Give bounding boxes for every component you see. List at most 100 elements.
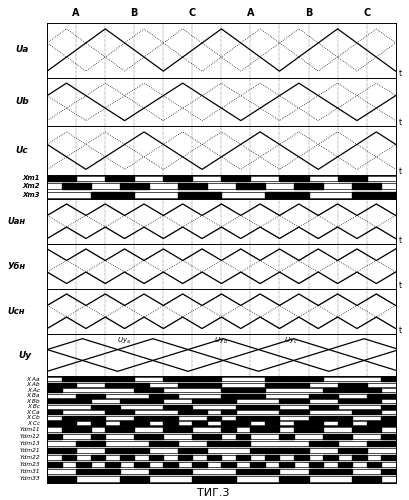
Bar	[366, 192, 380, 198]
Bar	[192, 410, 207, 414]
Bar	[351, 388, 366, 392]
Text: t: t	[398, 280, 401, 289]
Bar	[163, 377, 178, 381]
Bar	[366, 442, 380, 446]
Bar	[380, 434, 395, 440]
Bar	[207, 456, 221, 460]
Bar	[293, 377, 308, 381]
Bar	[235, 184, 250, 189]
Bar	[207, 416, 221, 420]
Bar	[134, 462, 148, 468]
Bar	[279, 434, 293, 440]
Bar	[192, 192, 207, 198]
Text: B: B	[304, 8, 311, 18]
Bar	[221, 394, 235, 398]
Y-axis label: Ua: Ua	[16, 46, 29, 54]
Bar	[235, 388, 250, 392]
Bar	[178, 470, 192, 474]
Bar	[61, 184, 76, 189]
Text: Ydm21: Ydm21	[20, 448, 40, 454]
Bar	[163, 422, 178, 426]
Bar	[192, 448, 207, 454]
Bar	[178, 377, 192, 381]
Bar	[235, 470, 250, 474]
Bar	[351, 192, 366, 198]
Bar	[250, 394, 264, 398]
Bar	[148, 394, 163, 398]
Bar	[90, 470, 105, 474]
Text: Ydm13: Ydm13	[20, 442, 40, 446]
Bar	[221, 462, 235, 468]
Bar	[308, 422, 322, 426]
Bar	[235, 405, 250, 409]
Bar	[293, 456, 308, 460]
Bar	[119, 184, 134, 189]
Bar	[322, 456, 337, 460]
Bar	[119, 456, 134, 460]
Bar	[119, 382, 134, 386]
Bar	[163, 416, 178, 420]
Bar	[76, 427, 90, 432]
Bar	[61, 427, 76, 432]
Bar	[366, 422, 380, 426]
Bar	[337, 470, 351, 474]
Bar	[207, 476, 221, 482]
Bar	[148, 416, 163, 420]
Bar	[250, 448, 264, 454]
Bar	[163, 405, 178, 409]
Bar	[264, 377, 279, 381]
Bar	[61, 456, 76, 460]
Bar	[293, 476, 308, 482]
Bar	[163, 462, 178, 468]
Bar	[235, 176, 250, 182]
Bar	[47, 388, 61, 392]
Bar	[337, 399, 351, 403]
Text: Xm2: Xm2	[22, 184, 40, 190]
Bar	[134, 382, 148, 386]
Text: X Ba: X Ba	[27, 393, 40, 398]
Bar	[279, 377, 293, 381]
Bar	[192, 422, 207, 426]
Text: X Cb: X Cb	[26, 416, 40, 420]
Bar	[163, 427, 178, 432]
Bar	[322, 470, 337, 474]
Bar	[90, 377, 105, 381]
Bar	[380, 422, 395, 426]
Bar	[61, 448, 76, 454]
Bar	[366, 184, 380, 189]
Text: B: B	[130, 8, 137, 18]
Bar	[76, 462, 90, 468]
Bar	[61, 416, 76, 420]
Bar	[192, 462, 207, 468]
Text: Ydm33: Ydm33	[20, 476, 40, 482]
Bar	[192, 476, 207, 482]
Bar	[105, 192, 119, 198]
Bar	[250, 184, 264, 189]
Bar	[192, 377, 207, 381]
Bar	[293, 176, 308, 182]
Bar	[250, 405, 264, 409]
Bar	[119, 399, 134, 403]
Bar	[90, 456, 105, 460]
Text: X Ab: X Ab	[27, 382, 40, 387]
Bar	[264, 405, 279, 409]
Bar	[61, 382, 76, 386]
Bar	[163, 176, 178, 182]
Bar	[105, 382, 119, 386]
Text: Ydm31: Ydm31	[20, 470, 40, 474]
Bar	[308, 442, 322, 446]
Text: A: A	[72, 8, 80, 18]
Bar	[192, 434, 207, 440]
Bar	[235, 456, 250, 460]
Bar	[351, 399, 366, 403]
Bar	[322, 442, 337, 446]
Bar	[308, 184, 322, 189]
Bar	[61, 422, 76, 426]
Bar	[235, 394, 250, 398]
Bar	[76, 377, 90, 381]
Bar	[105, 470, 119, 474]
Bar	[264, 470, 279, 474]
Bar	[47, 399, 61, 403]
Bar	[47, 410, 61, 414]
Bar	[221, 422, 235, 426]
